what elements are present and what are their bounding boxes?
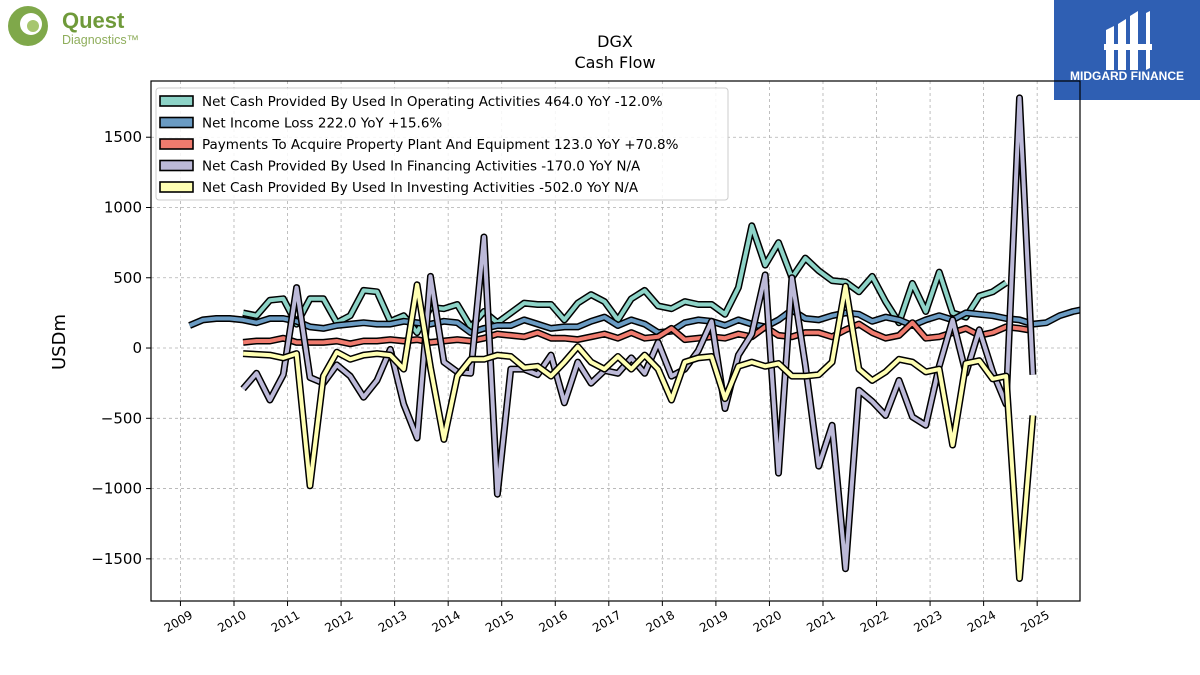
y-tick-label: −500	[101, 409, 142, 427]
x-tick-label: 2010	[215, 608, 248, 635]
series-layer	[188, 94, 1080, 582]
legend: Net Cash Provided By Used In Operating A…	[155, 87, 729, 201]
y-tick-label: −1000	[91, 480, 142, 498]
x-tick-label: 2014	[429, 608, 462, 635]
legend-swatch	[159, 159, 194, 172]
midgard-logo-name: MIDGARD FINANCE	[1070, 69, 1184, 83]
x-tick-label: 2020	[751, 608, 784, 635]
x-tick-label: 2017	[590, 608, 623, 635]
x-tick-label: 2013	[376, 608, 409, 635]
y-axis-label: USDm	[49, 314, 70, 370]
x-tick-label: 2021	[804, 608, 837, 635]
series-line	[242, 320, 1034, 346]
x-tick-label: 2009	[162, 608, 195, 635]
legend-label: Net Income Loss 222.0 YoY +15.6%	[202, 116, 442, 132]
y-tick-label: 0	[132, 339, 142, 357]
chart-title: DGX	[597, 32, 633, 51]
x-tick-label: 2024	[965, 608, 998, 635]
chart-subtitle: Cash Flow	[574, 53, 655, 72]
x-tick-label: 2018	[644, 608, 677, 635]
quest-diagnostics-logo: Quest Diagnostics™	[4, 4, 164, 50]
legend-box	[155, 87, 729, 201]
y-tick-label: 1500	[104, 128, 142, 146]
x-tick-label: 2025	[1018, 608, 1051, 635]
x-tick-label: 2019	[697, 608, 730, 635]
quest-logo-subname: Diagnostics™	[62, 33, 139, 47]
x-tick-label: 2023	[911, 608, 944, 635]
y-tick-label: −1500	[91, 550, 142, 568]
midgard-logo-mark	[1104, 11, 1152, 70]
x-tick-label: 2022	[858, 608, 891, 635]
legend-label: Payments To Acquire Property Plant And E…	[202, 137, 679, 153]
legend-label: Net Cash Provided By Used In Operating A…	[202, 94, 663, 110]
x-tick-label: 2016	[537, 608, 570, 635]
x-tick-label: 2015	[483, 608, 516, 635]
legend-swatch	[159, 181, 194, 193]
quest-logo-name: Quest	[62, 8, 125, 33]
midgard-finance-logo: MIDGARD FINANCE	[1054, 0, 1200, 100]
legend-label: Net Cash Provided By Used In Investing A…	[202, 180, 639, 196]
x-tick-label: 2012	[322, 608, 355, 635]
plot-frame	[150, 80, 1081, 602]
series-line	[242, 223, 1008, 335]
legend-swatch	[159, 95, 194, 107]
y-tick-label: 1000	[104, 198, 142, 216]
legend-swatch	[159, 116, 194, 129]
x-tick-label: 2011	[269, 608, 302, 635]
legend-label: Net Cash Provided By Used In Financing A…	[202, 159, 641, 175]
series-line	[242, 282, 1035, 581]
legend-swatch	[159, 138, 194, 150]
y-tick-label: 500	[113, 269, 142, 287]
